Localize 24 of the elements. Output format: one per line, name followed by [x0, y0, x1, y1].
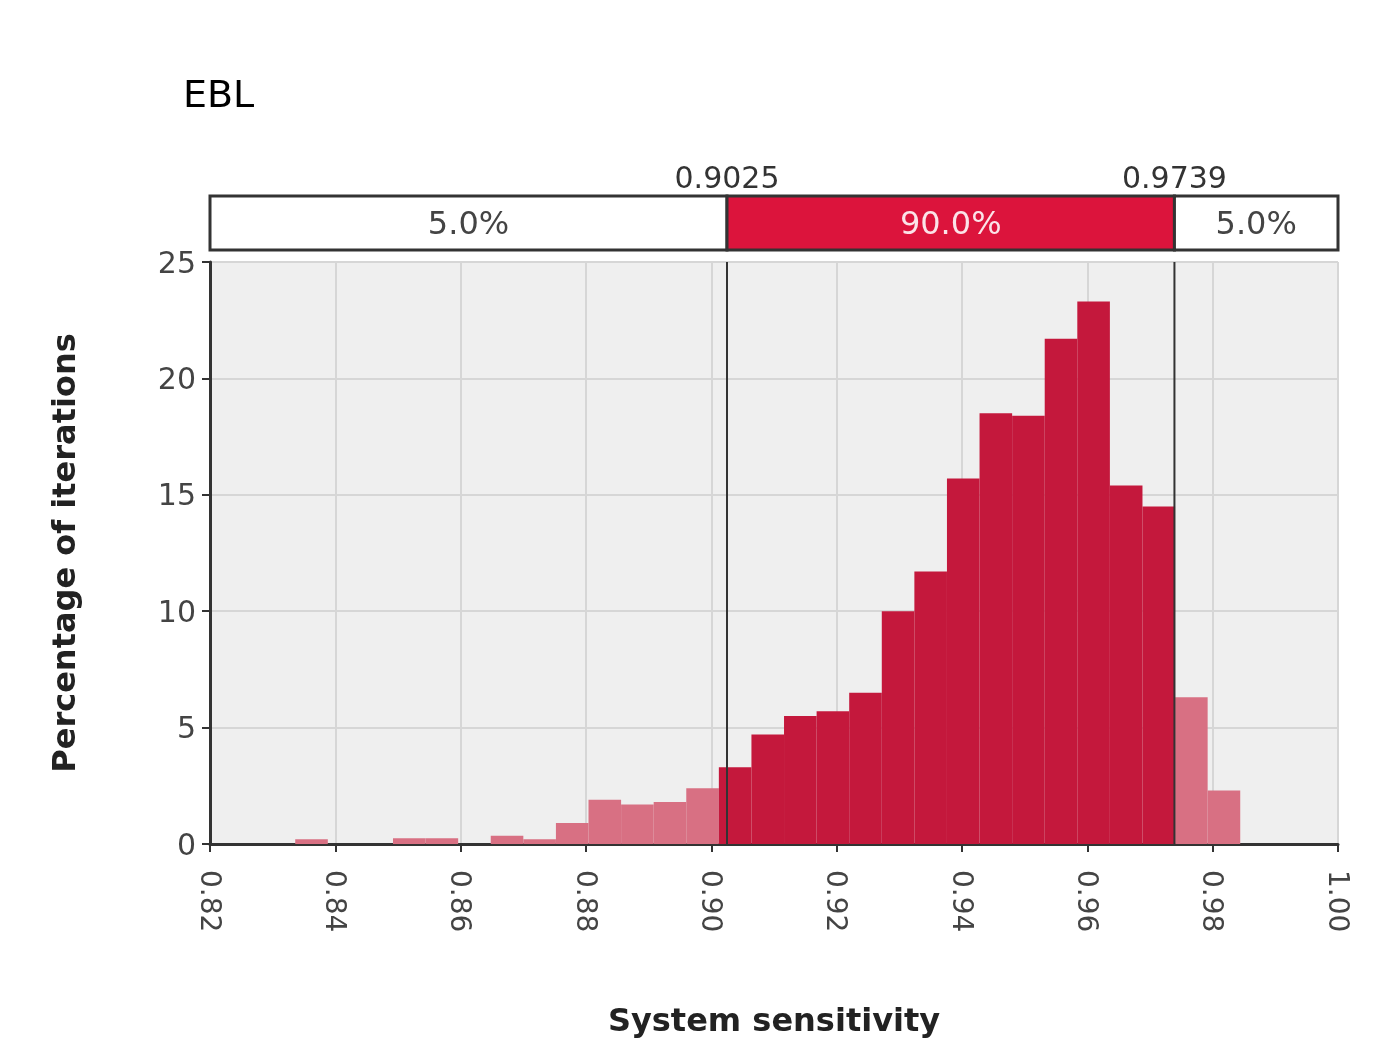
y-axis-title: Percentage of iterations — [45, 333, 83, 773]
y-tick-label: 25 — [157, 244, 196, 280]
x-tick-label: 0.92 — [820, 870, 854, 933]
y-tick-label: 20 — [157, 360, 196, 396]
x-tick-label: 0.96 — [1070, 870, 1104, 933]
y-tick-label: 5 — [176, 710, 196, 746]
x-tick-label: 1.00 — [1321, 870, 1355, 933]
x-tick-label: 0.84 — [318, 870, 352, 933]
ref-line-label: 0.9739 — [1121, 159, 1227, 195]
y-tick-label: 0 — [176, 826, 196, 862]
x-tick-label: 0.98 — [1196, 870, 1230, 933]
ref-line-label: 0.9025 — [674, 159, 780, 195]
x-tick-label: 0.86 — [444, 870, 478, 933]
chart-title: EBL — [183, 72, 255, 116]
x-tick-label: 0.88 — [569, 870, 603, 933]
x-axis-title: System sensitivity — [607, 1001, 941, 1039]
text: 5.0% — [1215, 204, 1297, 242]
x-tick-label: 0.82 — [193, 870, 227, 933]
y-tick-label: 10 — [157, 593, 196, 629]
text: 5.0% — [427, 204, 510, 242]
x-tick-label: 0.90 — [694, 870, 728, 933]
y-tick-label: 15 — [157, 477, 196, 513]
x-tick-label: 0.94 — [945, 870, 979, 933]
text: 90.0% — [899, 204, 1002, 242]
